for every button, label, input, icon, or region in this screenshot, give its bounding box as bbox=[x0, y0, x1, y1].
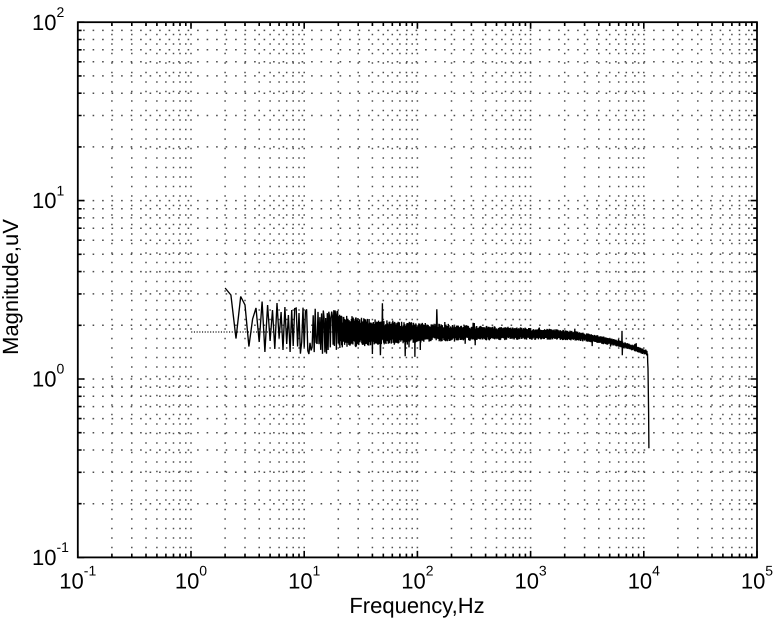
svg-text:10: 10 bbox=[32, 188, 56, 213]
svg-text:3: 3 bbox=[539, 563, 547, 579]
svg-text:10: 10 bbox=[741, 569, 765, 594]
svg-text:10: 10 bbox=[628, 569, 652, 594]
svg-text:10: 10 bbox=[59, 569, 83, 594]
svg-text:2: 2 bbox=[57, 4, 65, 20]
svg-text:10: 10 bbox=[401, 569, 425, 594]
svg-text:10: 10 bbox=[32, 545, 56, 570]
svg-text:10: 10 bbox=[515, 569, 539, 594]
svg-text:-1: -1 bbox=[84, 563, 97, 579]
svg-text:Magnitude,uV: Magnitude,uV bbox=[0, 219, 23, 355]
svg-text:2: 2 bbox=[426, 563, 434, 579]
svg-text:10: 10 bbox=[288, 569, 312, 594]
svg-text:5: 5 bbox=[765, 563, 773, 579]
svg-text:1: 1 bbox=[313, 563, 321, 579]
svg-text:10: 10 bbox=[175, 569, 199, 594]
svg-text:-1: -1 bbox=[57, 539, 70, 555]
svg-text:10: 10 bbox=[32, 10, 56, 35]
svg-text:1: 1 bbox=[57, 182, 65, 198]
svg-text:10: 10 bbox=[32, 367, 56, 392]
svg-text:0: 0 bbox=[57, 361, 65, 377]
svg-text:0: 0 bbox=[199, 563, 207, 579]
svg-text:Frequency,Hz: Frequency,Hz bbox=[349, 593, 484, 618]
svg-text:4: 4 bbox=[652, 563, 660, 579]
